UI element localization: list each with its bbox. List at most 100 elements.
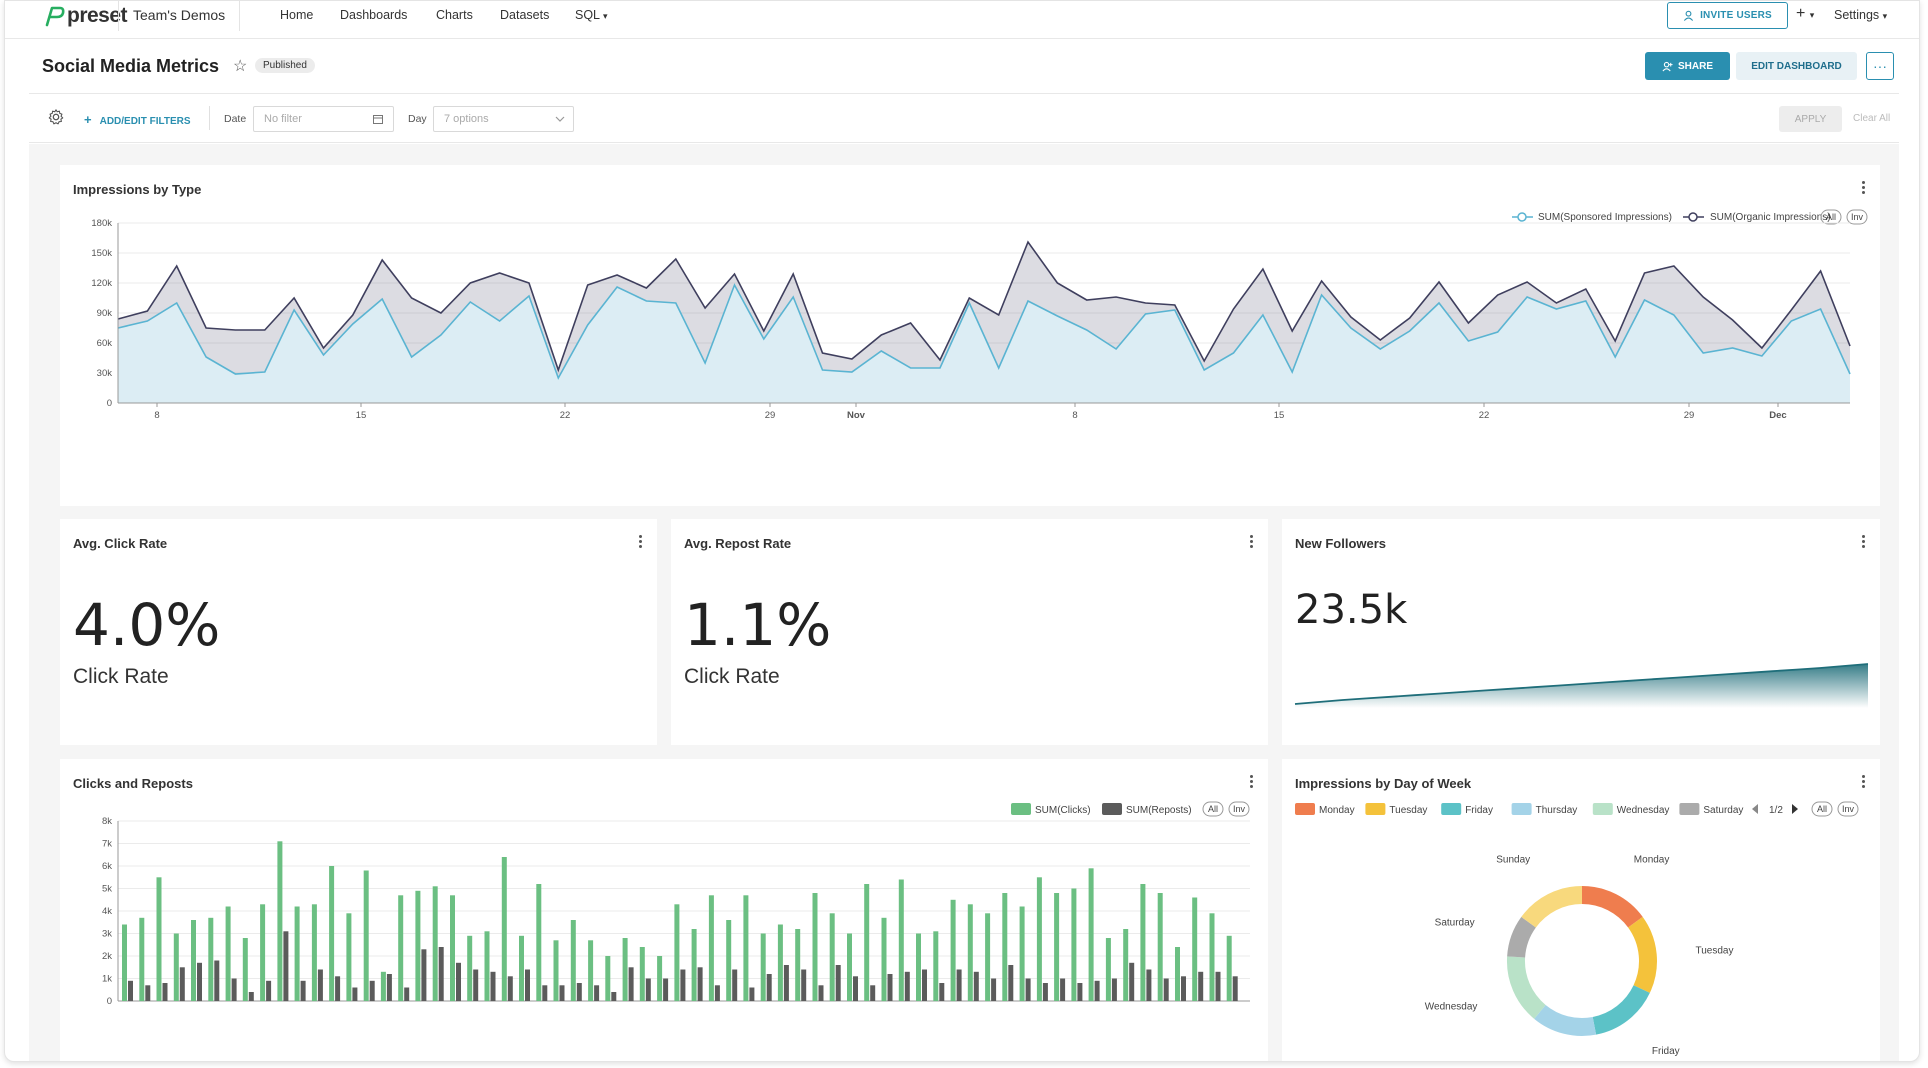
reposts-bar[interactable] [1181,976,1186,1002]
donut-slice-friday[interactable] [1592,984,1650,1035]
reposts-bar[interactable] [1129,962,1135,1002]
clicks-legend[interactable]: SUM(Clicks) SUM(Reposts) All Inv [1011,801,1250,817]
legend-all-button[interactable] [1820,209,1842,225]
chart-menu-icon[interactable] [1860,533,1866,550]
reposts-bar[interactable] [663,978,669,1002]
day-of-week-legend[interactable]: Monday Tuesday Friday Thursday Wednesday Satu… [1295,803,1743,816]
clicks-bar[interactable] [277,841,283,1002]
clicks-bar[interactable] [467,935,473,1002]
clicks-bar[interactable] [760,933,766,1002]
reposts-bar[interactable] [1060,978,1066,1002]
reposts-bar[interactable] [1163,978,1169,1002]
clicks-bar[interactable] [363,870,369,1002]
edit-dashboard-button[interactable]: EDIT DASHBOARD [1736,52,1857,80]
reposts-bar[interactable] [1042,983,1048,1001]
reposts-bar[interactable] [783,965,789,1001]
donut-slice-monday[interactable] [1581,886,1643,928]
date-filter-input[interactable]: No filter [253,106,394,132]
reposts-bar[interactable] [956,969,962,1002]
reposts-bar[interactable] [973,971,979,1002]
prev-page-icon[interactable] [1752,804,1758,814]
next-page-icon[interactable] [1792,804,1798,814]
clicks-bar[interactable] [1123,929,1129,1001]
chart-menu-icon[interactable] [1248,773,1254,790]
clicks-bar[interactable] [570,920,576,1001]
reposts-bar[interactable] [248,992,254,1001]
clicks-bar[interactable] [812,893,818,1001]
day-filter-select[interactable]: 7 options [433,106,574,132]
reposts-bar[interactable] [1198,971,1204,1002]
clicks-bar[interactable] [881,917,887,1002]
donut-slice-wednesday[interactable] [1507,956,1546,1019]
settings-menu[interactable]: Settings ▾ [1834,8,1887,22]
reposts-bar[interactable] [1025,978,1031,1002]
clicks-bar[interactable] [173,933,179,1002]
reposts-bar[interactable] [749,987,755,1002]
clicks-bar[interactable] [484,931,490,1002]
clicks-bar[interactable] [294,906,300,1002]
clicks-bar[interactable] [743,895,749,1002]
clicks-bar[interactable] [1192,897,1198,1002]
reposts-bar[interactable] [887,974,893,1001]
reposts-bar[interactable] [1146,969,1152,1002]
apply-button[interactable]: APPLY [1779,106,1842,132]
reposts-bar[interactable] [1077,983,1083,1001]
share-button[interactable]: SHARE [1645,52,1730,80]
reposts-bar[interactable] [473,969,479,1002]
legend-inv-button[interactable] [1837,801,1859,817]
reposts-bar[interactable] [922,969,927,1002]
donut-slice-saturday[interactable] [1507,916,1537,958]
reposts-bar[interactable] [179,967,185,1002]
clicks-bar[interactable] [950,899,956,1002]
reposts-bar[interactable] [266,980,272,1002]
reposts-bar[interactable] [1215,971,1221,1002]
reposts-bar[interactable] [352,987,358,1002]
reposts-bar[interactable] [594,985,600,1001]
clicks-bar[interactable] [864,884,870,1001]
reposts-bar[interactable] [611,992,617,1001]
legend-inv-button[interactable] [1846,209,1868,225]
reposts-bar[interactable] [628,967,634,1002]
chart-menu-icon[interactable] [1248,533,1254,550]
reposts-bar[interactable] [559,985,565,1001]
clicks-bar[interactable] [1088,868,1094,1002]
clicks-bar[interactable] [1054,893,1060,1001]
reposts-bar[interactable] [421,949,427,1001]
reposts-bar[interactable] [1094,980,1100,1002]
legend-inv-button[interactable] [1228,801,1250,817]
reposts-bar[interactable] [904,971,910,1002]
reposts-bar[interactable] [490,971,496,1002]
clicks-bar[interactable] [208,917,214,1002]
reposts-bar[interactable] [1232,976,1238,1002]
reposts-bar[interactable] [231,978,237,1002]
impressions-legend[interactable]: SUM(Sponsored Impressions) SUM(Organic I… [1512,209,1868,225]
clicks-bar[interactable] [1071,888,1077,1002]
more-options-button[interactable]: ··· [1866,52,1894,80]
clicks-bar[interactable] [536,884,542,1001]
clicks-bar[interactable] [674,904,680,1002]
reposts-bar[interactable] [214,960,220,1002]
clicks-bar[interactable] [1002,893,1008,1001]
reposts-bar[interactable] [507,976,513,1002]
clicks-bar[interactable] [657,956,663,1001]
invite-users-button[interactable]: INVITE USERS [1667,2,1788,29]
clicks-bar[interactable] [501,857,507,1001]
reposts-bar[interactable] [818,985,824,1001]
reposts-bar[interactable] [714,985,720,1001]
reposts-bar[interactable] [456,962,461,1002]
new-menu-button[interactable]: + ▾ [1796,5,1814,23]
clicks-bar[interactable] [1019,906,1025,1002]
clicks-bar[interactable] [691,929,697,1001]
reposts-bar[interactable] [853,976,858,1002]
nav-charts[interactable]: Charts [436,8,473,22]
legend-pager[interactable]: 1/2 All Inv [1752,801,1859,817]
reposts-bar[interactable] [525,969,530,1002]
reposts-bar[interactable] [991,978,997,1002]
reposts-bar[interactable] [835,965,841,1001]
reposts-bar[interactable] [369,980,375,1002]
clicks-bar[interactable] [829,913,835,1002]
reposts-bar[interactable] [283,931,289,1002]
clicks-bar[interactable] [622,938,628,1001]
clicks-bar[interactable] [329,866,335,1001]
clicks-bar[interactable] [1175,947,1180,1001]
